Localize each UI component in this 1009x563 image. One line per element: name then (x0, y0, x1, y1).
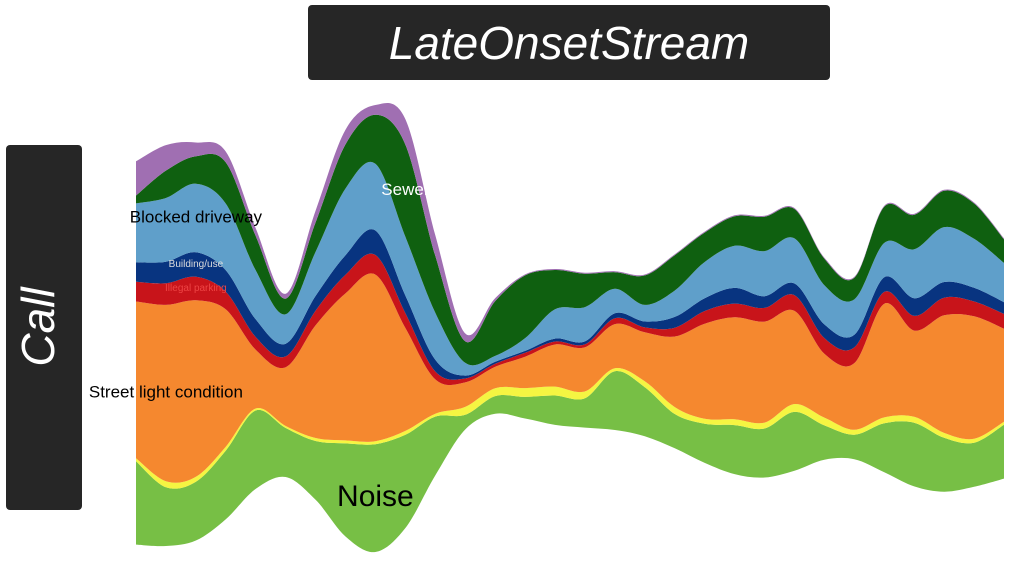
stream-label-blocked-driveway: Blocked driveway (130, 207, 263, 226)
chart-title-box: LateOnsetStream (308, 5, 830, 80)
stream-label-sewer: Sewer (381, 180, 430, 199)
y-axis-label-box (6, 145, 82, 510)
stream-layer-noise (136, 370, 1004, 553)
stream-layer-building-use (136, 229, 1004, 380)
stream-layer-unlabeled-1 (136, 367, 1004, 489)
stream-layers (136, 102, 1004, 553)
stream-labels: Noise Street light condition Illegal parki… (89, 180, 430, 513)
stream-label-street-light-condition: Street light condition (89, 383, 243, 402)
stream-layer-sewer (136, 114, 1004, 366)
stream-label-building-use: Building/use (169, 259, 224, 270)
stream-label-noise: Noise (337, 480, 414, 513)
stream-layer-street-light-condition (136, 273, 1004, 483)
chart-title: LateOnsetStream (388, 16, 750, 69)
stream-label-illegal-parking: Illegal parking (165, 283, 227, 294)
stream-layer-blocked-driveway (136, 161, 1004, 376)
